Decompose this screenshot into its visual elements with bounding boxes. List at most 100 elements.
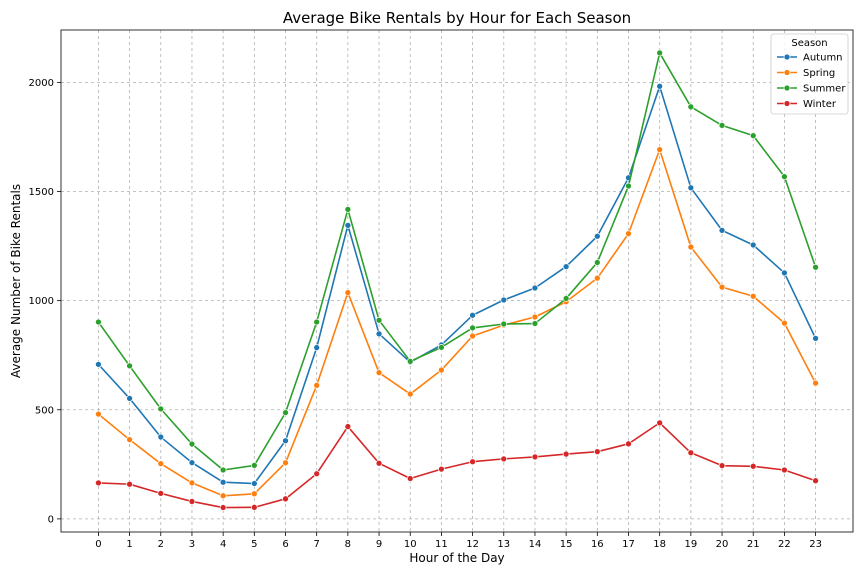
data-point-summer <box>313 318 321 326</box>
data-point-winter <box>562 450 570 458</box>
x-tick-label: 16 <box>591 539 604 550</box>
data-point-autumn <box>562 263 570 270</box>
data-point-winter <box>375 459 383 467</box>
y-tick-label: 2000 <box>29 78 54 89</box>
y-tick-label: 1500 <box>29 187 54 198</box>
x-tick-label: 11 <box>435 539 448 550</box>
legend-entry-spring: Spring <box>803 68 835 79</box>
data-point-autumn <box>500 296 508 304</box>
data-point-spring <box>656 146 664 153</box>
data-point-spring <box>95 410 102 418</box>
legend-marker-autumn <box>783 53 791 61</box>
data-point-autumn <box>126 395 133 402</box>
data-point-summer <box>406 357 414 365</box>
data-point-summer <box>562 295 570 302</box>
legend-marker-summer <box>783 84 791 92</box>
data-point-winter <box>438 465 445 473</box>
data-point-autumn <box>95 361 102 368</box>
data-point-spring <box>687 243 695 251</box>
y-axis-title: Average Number of Bike Rentals <box>9 184 23 378</box>
data-point-spring <box>219 492 227 500</box>
x-axis-title: Hour of the Day <box>409 551 504 565</box>
x-tick-label: 6 <box>282 539 288 550</box>
legend-entry-autumn: Autumn <box>803 53 843 64</box>
data-point-winter <box>188 498 196 505</box>
data-point-autumn <box>531 284 539 292</box>
data-point-spring <box>375 369 383 377</box>
data-point-autumn <box>375 330 383 338</box>
x-tick-label: 10 <box>404 539 417 550</box>
data-point-spring <box>718 283 726 291</box>
legend-title: Season <box>791 38 827 49</box>
legend-box <box>770 33 849 115</box>
data-point-summer <box>250 462 258 469</box>
data-point-autumn <box>344 221 352 229</box>
data-point-winter <box>531 453 539 461</box>
data-point-spring <box>282 459 289 467</box>
data-point-spring <box>812 379 819 387</box>
data-point-winter <box>219 504 227 511</box>
data-point-winter <box>781 466 788 474</box>
x-tick-label: 19 <box>684 539 697 550</box>
y-tick-label: 500 <box>35 405 54 416</box>
data-point-winter <box>718 462 726 469</box>
series-spring <box>95 146 819 500</box>
data-point-winter <box>95 479 102 487</box>
x-tick-label: 9 <box>376 539 382 550</box>
data-point-summer <box>188 440 196 448</box>
data-point-autumn <box>812 335 819 342</box>
data-point-autumn <box>313 344 321 351</box>
data-point-summer <box>593 259 601 266</box>
x-tick-label: 13 <box>497 539 510 550</box>
series-line-summer <box>97 52 817 471</box>
series-line-autumn <box>97 85 817 485</box>
x-tick-label: 17 <box>622 539 635 550</box>
data-point-autumn <box>718 227 726 234</box>
data-point-winter <box>656 419 664 427</box>
data-point-summer <box>95 318 102 326</box>
y-axis: 0 500 1000 1500 2000 <box>29 78 61 525</box>
x-tick-label: 5 <box>251 539 257 550</box>
data-point-summer <box>126 362 133 370</box>
data-point-spring <box>531 313 539 321</box>
data-point-winter <box>593 448 601 456</box>
data-point-summer <box>344 206 352 213</box>
data-point-summer <box>687 103 695 111</box>
data-point-summer <box>781 173 788 181</box>
legend-marker-winter <box>783 100 791 107</box>
data-point-spring <box>126 436 133 444</box>
data-point-summer <box>438 344 445 351</box>
data-point-autumn <box>656 82 664 90</box>
chart-title: Average Bike Rentals by Hour for Each Se… <box>283 9 631 27</box>
data-point-spring <box>188 479 196 487</box>
data-point-summer <box>656 49 664 57</box>
x-tick-label: 18 <box>653 539 666 550</box>
series-line-spring <box>97 148 817 497</box>
data-point-summer <box>500 320 508 328</box>
data-point-summer <box>282 409 289 416</box>
data-point-summer <box>718 122 726 129</box>
x-tick-label: 8 <box>345 539 351 550</box>
data-point-summer <box>157 405 165 413</box>
data-point-winter <box>157 490 165 497</box>
legend: Season Autumn Spring Summer Winter <box>770 33 849 115</box>
x-tick-label: 15 <box>560 539 573 550</box>
data-point-autumn <box>593 232 601 240</box>
data-point-summer <box>625 182 632 190</box>
legend-marker-spring <box>783 69 791 76</box>
legend-entry-summer: Summer <box>803 84 846 95</box>
data-point-winter <box>250 503 258 511</box>
data-point-spring <box>469 332 476 340</box>
x-tick-label: 20 <box>716 539 729 550</box>
data-point-summer <box>375 316 383 324</box>
data-point-winter <box>625 440 632 448</box>
data-point-winter <box>687 449 695 457</box>
data-point-spring <box>250 490 258 498</box>
x-tick-label: 14 <box>529 539 542 550</box>
series-line-winter <box>98 422 816 509</box>
data-point-autumn <box>469 311 476 319</box>
data-point-spring <box>406 390 414 398</box>
data-point-autumn <box>219 478 227 486</box>
data-point-winter <box>126 480 133 488</box>
